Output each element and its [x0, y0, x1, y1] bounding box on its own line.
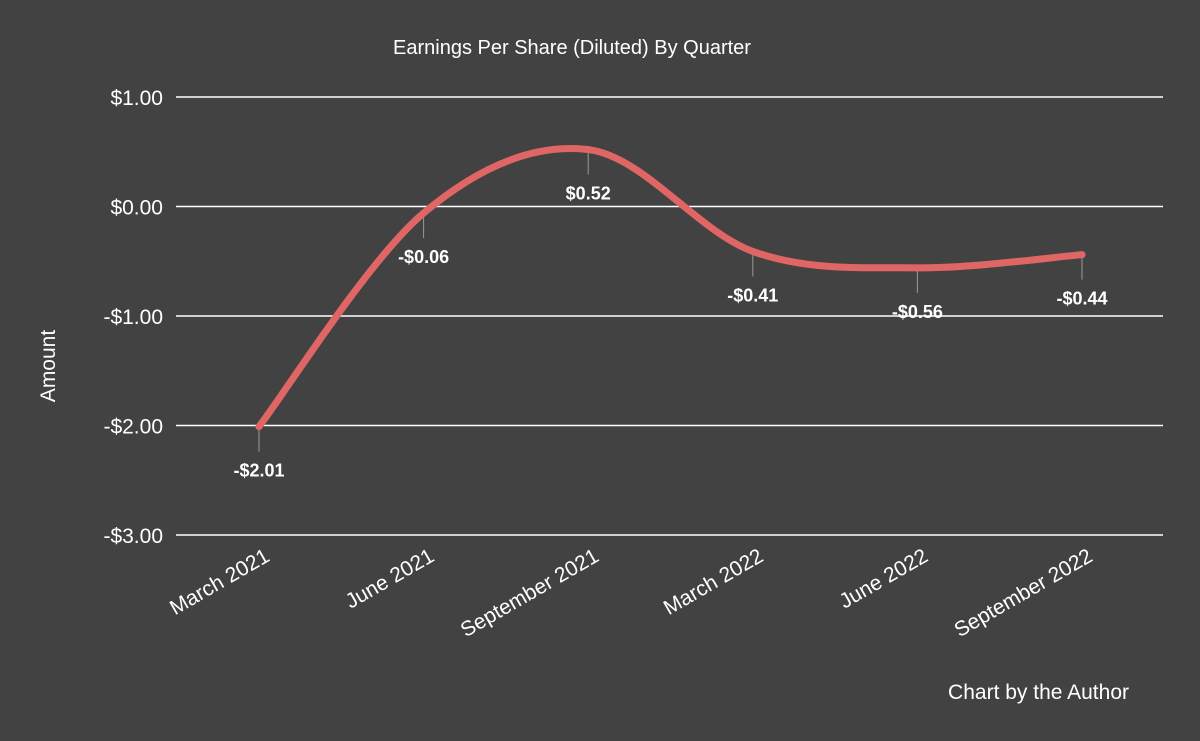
data-point	[749, 247, 757, 255]
y-tick-label: $1.00	[110, 87, 163, 110]
y-axis-label: Amount	[37, 330, 60, 403]
data-label: -$0.41	[727, 285, 778, 305]
x-tick-label: September 2021	[457, 544, 603, 642]
series-layer	[255, 145, 1086, 431]
x-tick-label: June 2022	[835, 544, 931, 613]
x-tick-label: June 2021	[342, 544, 438, 613]
data-point	[420, 209, 428, 217]
x-tick-label: March 2022	[660, 544, 768, 619]
x-tick-label: September 2022	[951, 544, 1097, 642]
data-label: -$0.56	[892, 302, 943, 322]
y-tick-label: -$1.00	[103, 306, 163, 329]
y-tick-label: $0.00	[110, 197, 163, 220]
eps-series-line	[255, 145, 1086, 431]
chart-credit: Chart by the Author	[948, 681, 1129, 704]
data-labels: -$2.01 -$0.06 $0.52 -$0.41 -$0.56 -$0.44	[233, 184, 1107, 481]
data-label: -$0.06	[398, 247, 449, 267]
gridlines	[176, 96, 1163, 536]
data-label: $0.52	[566, 184, 611, 204]
data-point	[584, 146, 592, 154]
x-tick-label: March 2021	[166, 544, 274, 619]
y-tick-label: -$3.00	[103, 525, 163, 548]
data-point	[913, 264, 921, 272]
data-point	[255, 423, 263, 431]
chart-title: Earnings Per Share (Diluted) By Quarter	[393, 37, 751, 59]
data-label: -$2.01	[233, 461, 284, 481]
x-axis-ticks: March 2021 June 2021 September 2021 March 2…	[166, 544, 1097, 642]
y-tick-label: -$2.00	[103, 416, 163, 439]
y-axis-ticks: $1.00 $0.00 -$1.00 -$2.00 -$3.00	[103, 87, 163, 548]
data-point	[1078, 251, 1086, 259]
data-label: -$0.44	[1056, 289, 1107, 309]
